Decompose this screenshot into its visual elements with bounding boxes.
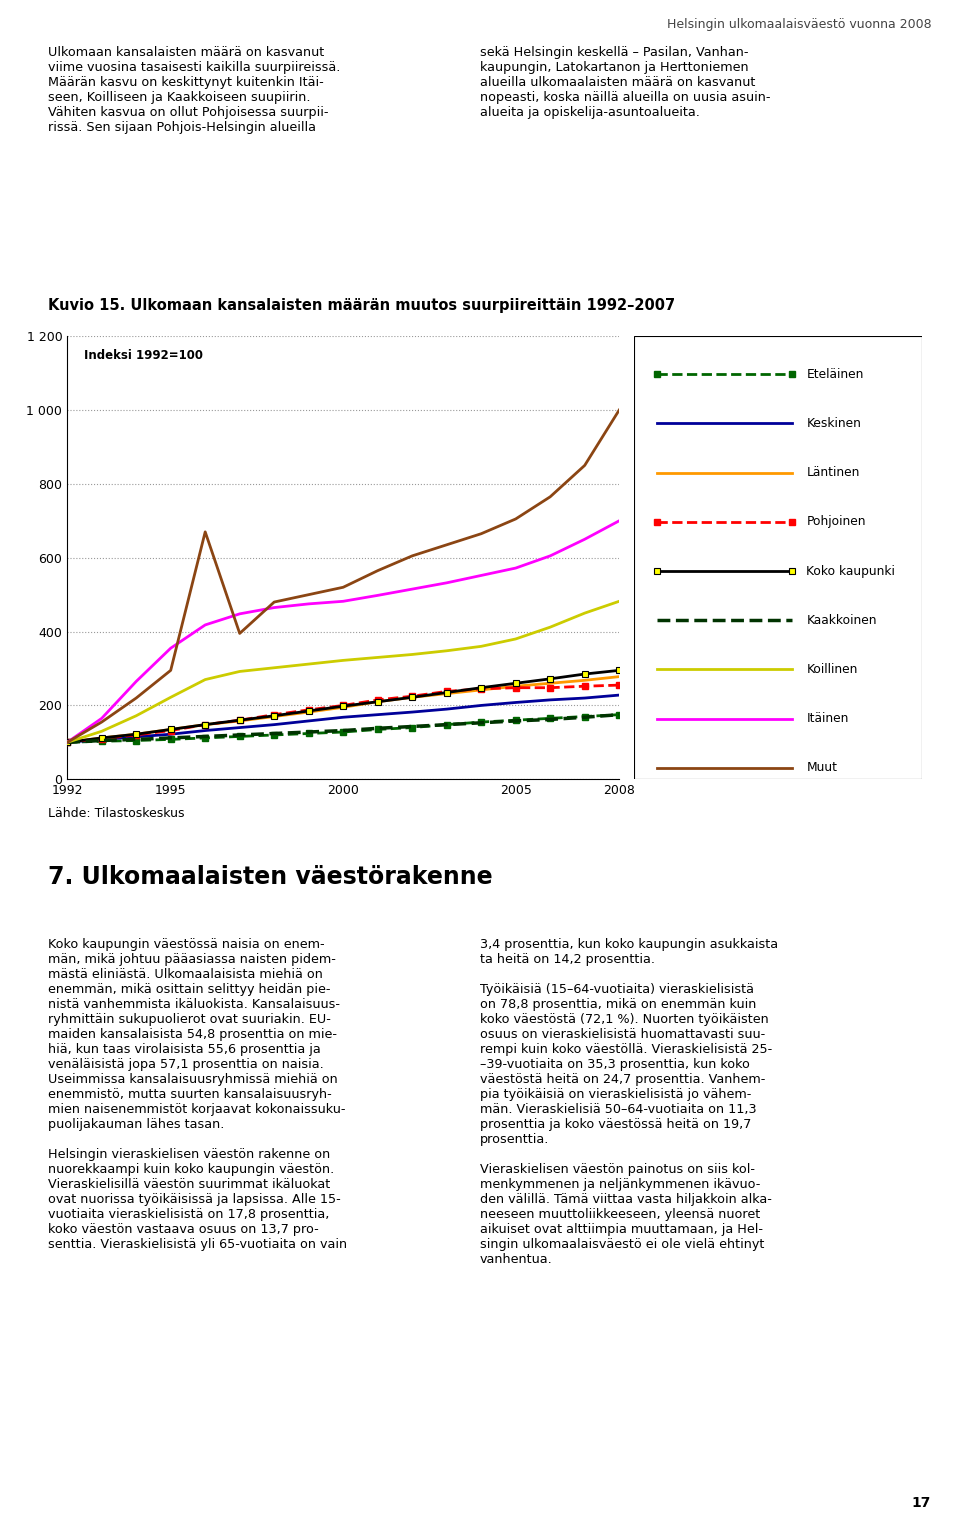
Text: Indeksi 1992=100: Indeksi 1992=100 [84, 350, 203, 362]
Text: Kuvio 15. Ulkomaan kansalaisten määrän muutos suurpiireittäin 1992–2007: Kuvio 15. Ulkomaan kansalaisten määrän m… [48, 298, 675, 313]
Text: 17: 17 [912, 1496, 931, 1510]
Text: Pohjoinen: Pohjoinen [806, 515, 866, 529]
Text: Keskinen: Keskinen [806, 417, 861, 429]
Text: Kaakkoinen: Kaakkoinen [806, 614, 876, 626]
Text: Läntinen: Läntinen [806, 466, 860, 480]
Text: Helsingin ulkomaalaisväestö vuonna 2008: Helsingin ulkomaalaisväestö vuonna 2008 [666, 18, 931, 32]
Text: Muut: Muut [806, 761, 837, 775]
Text: Eteläinen: Eteläinen [806, 368, 864, 380]
Text: Itäinen: Itäinen [806, 712, 849, 726]
Text: Lähde: Tilastoskeskus: Lähde: Tilastoskeskus [48, 807, 184, 821]
Text: Koillinen: Koillinen [806, 663, 858, 675]
Text: Ulkomaan kansalaisten määrä on kasvanut
viime vuosina tasaisesti kaikilla suurpi: Ulkomaan kansalaisten määrä on kasvanut … [48, 46, 341, 134]
Text: Koko kaupungin väestössä naisia on enem-
män, mikä johtuu pääasiassa naisten pid: Koko kaupungin väestössä naisia on enem-… [48, 938, 348, 1251]
Text: 3,4 prosenttia, kun koko kaupungin asukkaista
ta heitä on 14,2 prosenttia.

Työi: 3,4 prosenttia, kun koko kaupungin asukk… [480, 938, 779, 1267]
Text: Koko kaupunki: Koko kaupunki [806, 564, 896, 578]
Text: sekä Helsingin keskellä – Pasilan, Vanhan-
kaupungin, Latokartanon ja Herttoniem: sekä Helsingin keskellä – Pasilan, Vanha… [480, 46, 771, 119]
Text: 7. Ulkomaalaisten väestörakenne: 7. Ulkomaalaisten väestörakenne [48, 865, 492, 889]
